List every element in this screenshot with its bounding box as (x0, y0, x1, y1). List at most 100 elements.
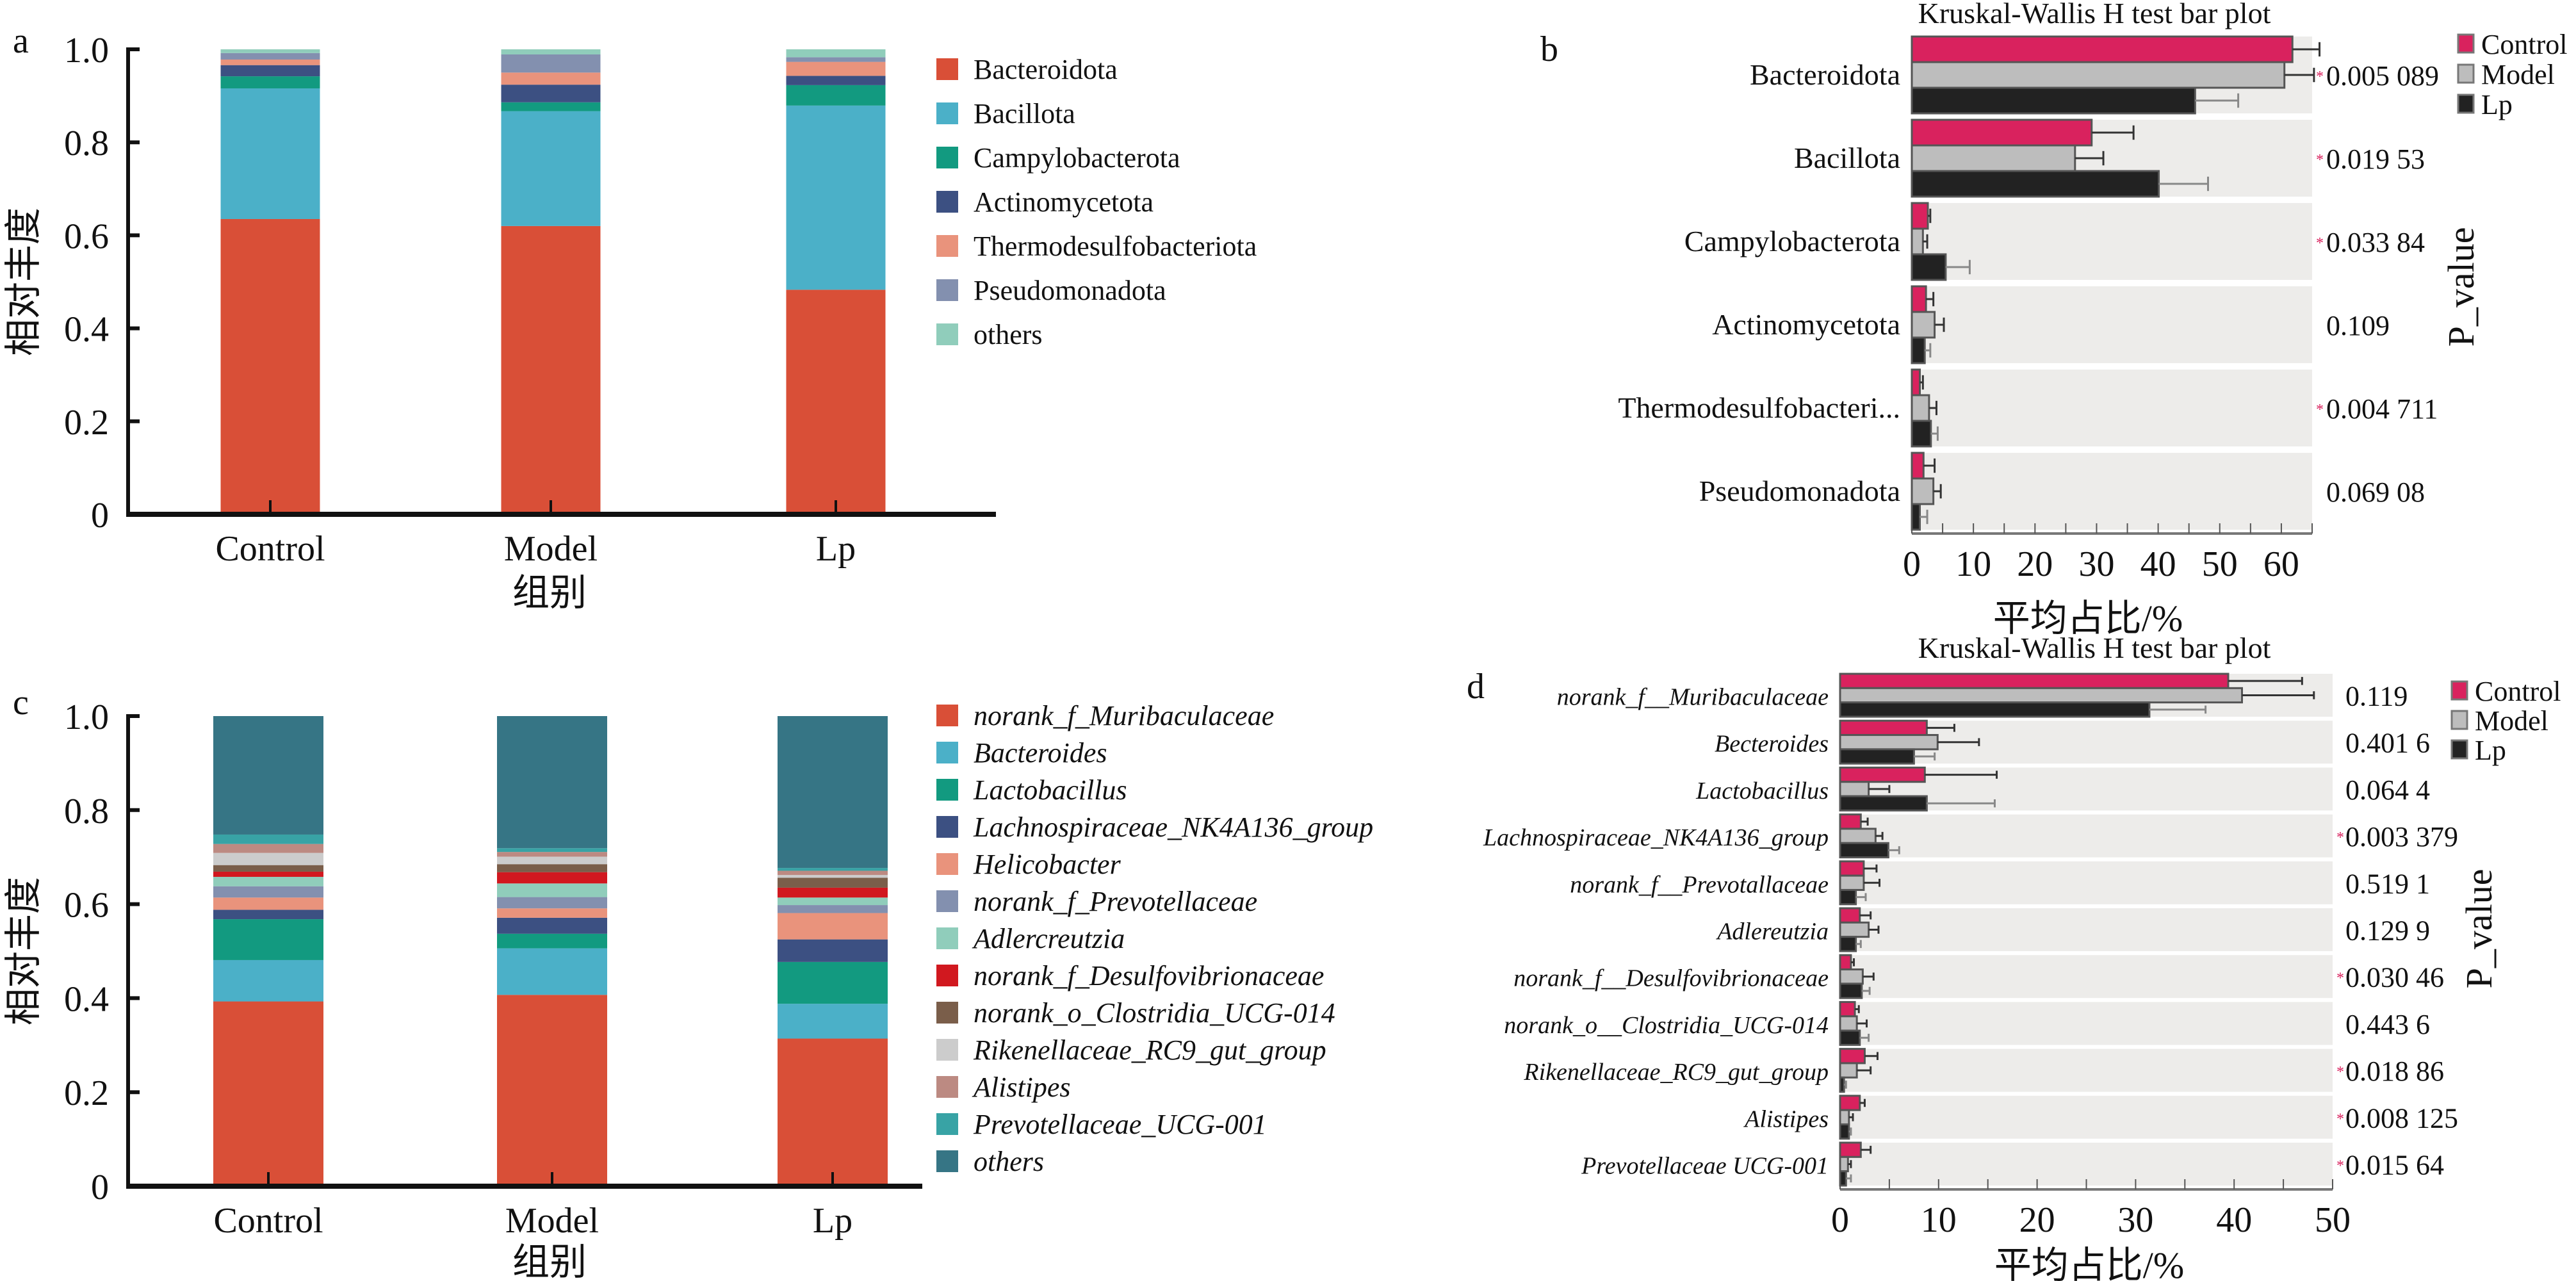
x-tick-label-model: Model (504, 529, 598, 569)
row-label-norank-o-clostridia-ucg-014: norank_o__Clostridia_UCG-014 (1504, 1012, 1829, 1039)
x-tick-label: 30 (2117, 1200, 2153, 1240)
legend-swatch-norank-f-prevotellaceae (936, 890, 958, 912)
significance-marker: * (2336, 1111, 2344, 1127)
legend-label-campylobacterota: Campylobacterota (974, 142, 1180, 174)
bar-segment-lp-lactobacillus (778, 961, 888, 1004)
legend-swatch-lactobacillus (936, 779, 958, 801)
row-band-alistipes (1840, 1095, 2333, 1139)
bar-segment-control-others (220, 49, 320, 53)
x-tick-label-lp: Lp (813, 1201, 852, 1241)
x-tick-label: 10 (1921, 1200, 1957, 1240)
bar-thermodesulfobacteri-lp (1911, 420, 1932, 448)
bar-segment-model-helicobacter (497, 908, 607, 918)
legend-label-norank-f-prevotellaceae: norank_f_Prevotellaceae (974, 886, 1257, 917)
bar-segment-lp-bacteroidota (786, 290, 886, 514)
panel-a-stacked-bar-chart: Control Model Lp 0 0.2 0.4 0.6 0.8 1.0 Bacteroid… (3, 31, 1257, 614)
bar-actinomycetota-control (1911, 285, 1927, 313)
y-tick-label: 1.0 (64, 698, 109, 737)
bar-prevotellaceae-ucg-001-control (1839, 1141, 1862, 1158)
bar-thermodesulfobacteri-model (1911, 394, 1930, 422)
legend-label-others: others (974, 319, 1043, 350)
bar-lactobacillus-model (1839, 781, 1870, 797)
bar-segment-model-bacteroides (497, 948, 607, 995)
row-label-becteroides: Becteroides (1715, 731, 1829, 758)
bar-campylobacterota-lp (1911, 253, 1947, 281)
bar-segment-model-norank-f-desulfovibrionaceae (497, 872, 607, 884)
bar-segment-lp-rikenellaceae-rc9-gut-group (778, 875, 888, 878)
x-tick-label: 20 (2017, 544, 2053, 584)
bar-segment-control-norank-o-clostridia-ucg-014 (213, 865, 323, 872)
bar-norank-f-desulfovibrionaceae-control (1839, 954, 1852, 971)
bar-lachnospiraceae-nk4a136-group-model (1839, 828, 1877, 844)
x-tick-label: 30 (2078, 544, 2114, 584)
bar-segment-model-thermodesulfobacteriota (501, 72, 601, 85)
legend-label-norank-f-muribaculaceae: norank_f_Muribaculaceae (974, 700, 1274, 731)
panel-b-p-value-axis-title: P_value (2440, 227, 2482, 347)
legend-swatch-rikenellaceae-rc9-gut-group (936, 1039, 958, 1061)
significance-marker: * (2316, 235, 2324, 252)
legend-swatch-campylobacterota (936, 147, 958, 168)
bar-segment-control-others (213, 716, 323, 835)
panel-c-x-axis-title: 组别 (512, 1241, 587, 1281)
bar-segment-model-adlercreutzia (497, 883, 607, 897)
bar-segment-lp-bacteroides (778, 1004, 888, 1039)
row-label-norank-f-desulfovibrionaceae: norank_f__Desulfovibrionaceae (1513, 965, 1829, 992)
legend-swatch-bacillota (936, 102, 958, 124)
legend-swatch-lp (2457, 94, 2475, 114)
y-tick-label: 0.8 (64, 124, 109, 163)
legend-label-alistipes: Alistipes (972, 1072, 1071, 1103)
p-value-lachnospiraceae-nk4a136-group: 0.003 379 (2345, 821, 2458, 853)
p-value-campylobacterota: 0.033 84 (2326, 227, 2425, 258)
row-label-rikenellaceae-rc9-gut-group: Rikenellaceae_RC9_gut_group (1523, 1059, 1829, 1086)
row-label-norank-f-muribaculaceae: norank_f__Muribaculaceae (1557, 684, 1829, 711)
y-tick-label: 0.2 (64, 1073, 109, 1113)
bar-segment-model-campylobacterota (501, 102, 601, 111)
bar-alistipes-control (1839, 1095, 1861, 1111)
legend-label-prevotellaceae-ucg-001: Prevotellaceae_UCG-001 (973, 1109, 1267, 1140)
legend-label-norank-f-desulfovibrionaceae: norank_f_Desulfovibrionaceae (974, 960, 1324, 991)
bar-segment-control-bacteroidota (220, 218, 320, 514)
y-tick-label: 0.6 (64, 886, 109, 926)
panel-d-bars (1839, 673, 2315, 1187)
panel-c-stacked-bar-chart: Control Model Lp 0 0.2 0.4 0.6 0.8 1.0 norank_f_… (3, 698, 1373, 1281)
row-band-pseudomonadota (1912, 453, 2312, 530)
bar-norank-f-muribaculaceae-control (1839, 673, 2230, 689)
bar-segment-model-norank-f-prevotellaceae (497, 897, 607, 909)
bar-segment-control-prevotellaceae-ucg-001 (213, 834, 323, 844)
row-label-campylobacterota: Campylobacterota (1684, 225, 1900, 257)
legend-label-lachnospiraceae-nk4a136-group: Lachnospiraceae_NK4A136_group (973, 812, 1373, 843)
panel-c-bars (213, 716, 888, 1186)
y-tick-label: 0.4 (64, 979, 109, 1019)
legend-label-bacteroides: Bacteroides (974, 737, 1107, 769)
row-band-actinomycetota (1912, 286, 2312, 363)
panel-b-x-axis-title: 平均占比/% (1993, 598, 2183, 639)
p-value-norank-f-muribaculaceae: 0.119 (2345, 681, 2408, 712)
x-tick-label: 0 (1903, 544, 1921, 584)
panel-label-b: b (1540, 29, 1558, 69)
bar-bacteroidota-control (1911, 35, 2294, 63)
legend-swatch-bacteroides (936, 742, 958, 763)
legend-label-model: Model (2481, 59, 2555, 90)
panel-label-c: c (13, 683, 29, 722)
row-band-norank-o-clostridia-ucg-014 (1840, 1002, 2333, 1045)
bar-segment-control-bacteroides (213, 959, 323, 1002)
bar-norank-f-desulfovibrionaceae-lp (1839, 983, 1863, 999)
bar-pseudomonadota-lp (1911, 503, 1921, 531)
bar-becteroides-model (1839, 734, 1939, 751)
p-value-prevotellaceae-ucg-001: 0.015 64 (2345, 1150, 2444, 1181)
panel-label-d: d (1467, 667, 1485, 706)
bar-becteroides-lp (1839, 748, 1915, 765)
bar-segment-lp-norank-f-muribaculaceae (778, 1038, 888, 1186)
legend-swatch-lachnospiraceae-nk4a136-group (936, 816, 958, 838)
x-tick-label: 50 (2202, 544, 2238, 584)
legend-label-model: Model (2475, 705, 2548, 737)
bar-campylobacterota-control (1911, 202, 1929, 230)
y-tick-label: 0.8 (64, 792, 109, 831)
row-label-adlereutzia: Adlereutzia (1715, 918, 1829, 945)
bar-norank-f-muribaculaceae-lp (1839, 701, 2151, 718)
bar-bacillota-lp (1911, 170, 2160, 198)
bar-adlereutzia-lp (1839, 936, 1857, 952)
bar-segment-control-pseudomonadota (220, 53, 320, 60)
